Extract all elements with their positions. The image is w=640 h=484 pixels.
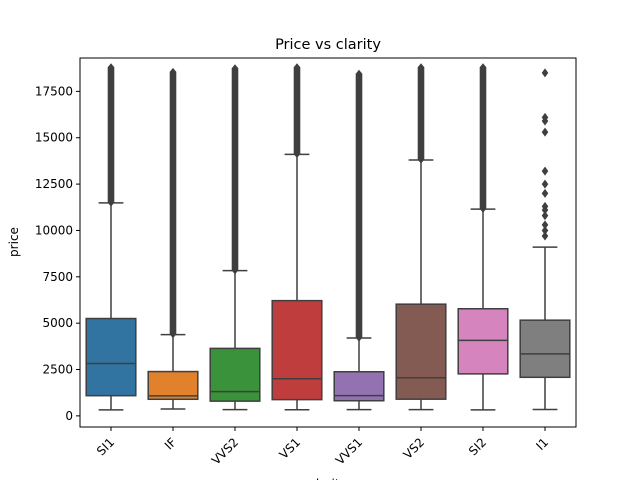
outlier-point-i1-8 [541, 166, 549, 176]
outlier-cluster-si2 [479, 63, 487, 213]
box-vvs1 [333, 371, 385, 402]
outlier-point-i1-11 [541, 112, 549, 122]
outlier-cluster-vs1 [293, 63, 301, 159]
y-tick-label-2500: 2500 [42, 363, 73, 377]
box-i1 [519, 319, 571, 379]
outlier-cluster-vs2 [417, 63, 425, 164]
y-tick-label-12500: 12500 [35, 177, 73, 191]
outlier-point-i1-12 [541, 68, 549, 78]
outlier-point-i1-2 [541, 220, 549, 230]
chart-title: Price vs clarity [275, 37, 381, 53]
outlier-cluster-if [169, 67, 177, 339]
outlier-point-i1-0 [541, 231, 549, 241]
outlier-point-i1-3 [541, 211, 549, 221]
box-vs2 [395, 303, 447, 400]
outlier-cluster-vvs1 [355, 69, 363, 342]
outlier-cluster-si1 [107, 63, 115, 207]
outlier-point-i1-5 [541, 201, 549, 211]
box-if [147, 370, 199, 401]
y-tick-label-10000: 10000 [35, 223, 73, 237]
y-tick-label-5000: 5000 [42, 316, 73, 330]
axes-frame [79, 57, 577, 428]
box-si2 [457, 308, 509, 375]
outlier-point-i1-6 [541, 188, 549, 198]
box-vvs2 [209, 347, 261, 402]
outlier-point-i1-1 [541, 225, 549, 235]
y-axis-label: price [7, 227, 21, 257]
y-tick-label-17500: 17500 [35, 84, 73, 98]
outlier-cluster-vvs2 [231, 64, 239, 275]
outlier-point-i1-7 [541, 179, 549, 189]
y-tick-label-0: 0 [65, 409, 73, 423]
y-tick-label-7500: 7500 [42, 270, 73, 284]
y-tick-label-15000: 15000 [35, 131, 73, 145]
outlier-point-i1-9 [541, 127, 549, 137]
box-si1 [85, 317, 137, 397]
box-vs1 [271, 299, 323, 401]
